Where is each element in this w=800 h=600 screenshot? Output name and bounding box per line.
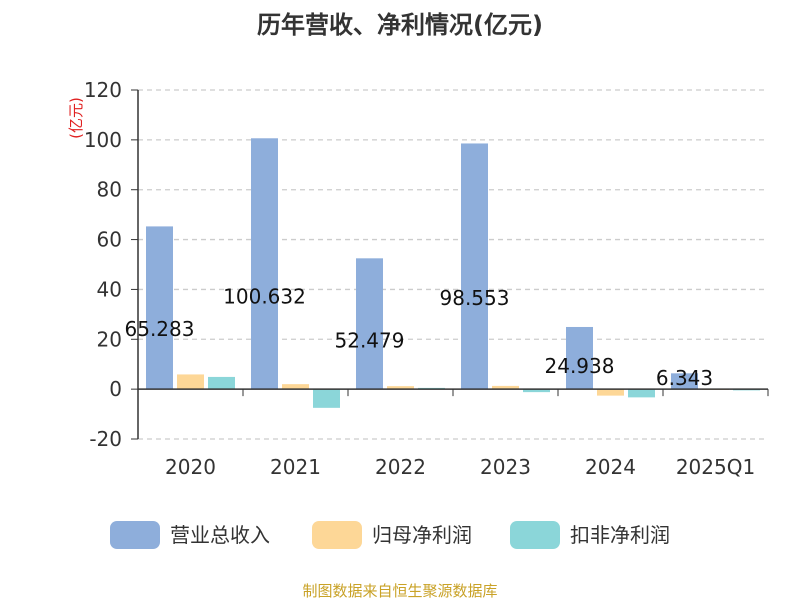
y-axis-unit: (亿元) — [67, 97, 85, 139]
bar-3-2024[interactable] — [628, 389, 655, 398]
data-label: 6.343 — [656, 366, 713, 390]
bar-1-2022[interactable] — [356, 258, 383, 390]
x-tick-label: 2024 — [585, 455, 636, 479]
y-tick-label: 120 — [84, 78, 122, 102]
chart-title: 历年营收、净利情况(亿元) — [257, 11, 543, 39]
bar-1-2020[interactable] — [146, 226, 173, 390]
bar-2-2023[interactable] — [492, 385, 519, 390]
y-tick-label: 60 — [97, 228, 122, 252]
x-tick-label: 2023 — [480, 455, 531, 479]
legend-swatch — [110, 521, 160, 549]
legend-label: 营业总收入 — [170, 523, 270, 547]
x-tick-label: 2025Q1 — [676, 455, 755, 479]
x-axis-ticks: 2020 2021 2022 2023 2024 2025Q1 — [137, 389, 769, 479]
legend[interactable]: 营业总收入 归母净利润 扣非净利润 — [110, 521, 670, 549]
y-tick-label: 40 — [97, 277, 122, 301]
y-tick-label: 100 — [84, 128, 122, 152]
bar-2-2022[interactable] — [387, 386, 414, 390]
data-label: 100.632 — [223, 284, 306, 308]
legend-label: 扣非净利润 — [570, 523, 670, 547]
bar-3-2021[interactable] — [313, 389, 340, 408]
data-label: 24.938 — [545, 354, 615, 378]
x-tick-label: 2021 — [270, 455, 321, 479]
x-tick-label: 2020 — [165, 455, 216, 479]
x-tick-label: 2022 — [375, 455, 426, 479]
legend-label: 归母净利润 — [372, 523, 472, 547]
bar-2-2021[interactable] — [282, 384, 309, 390]
data-label: 65.283 — [125, 317, 195, 341]
y-tick-label: 20 — [97, 327, 122, 351]
legend-item-1[interactable]: 营业总收入 — [110, 521, 270, 549]
bar-2-2020[interactable] — [177, 374, 204, 390]
source-note: 制图数据来自恒生聚源数据库 — [302, 582, 497, 600]
bars — [146, 138, 760, 408]
data-label: 98.553 — [440, 286, 510, 310]
legend-swatch — [312, 521, 362, 549]
legend-swatch — [510, 521, 560, 549]
y-tick-label: 0 — [109, 377, 122, 401]
grid-lines — [138, 89, 768, 440]
y-tick-label: 80 — [97, 178, 122, 202]
bar-3-2023[interactable] — [523, 389, 550, 393]
y-tick-label: -20 — [89, 427, 122, 451]
data-label: 52.479 — [335, 329, 405, 353]
data-labels: 65.283 100.632 52.479 98.553 24.938 6.343 — [125, 284, 714, 390]
bar-2-2024[interactable] — [597, 389, 624, 396]
bar-1-2021[interactable] — [251, 138, 278, 390]
bar-1-2024[interactable] — [566, 326, 593, 390]
legend-item-3[interactable]: 扣非净利润 — [510, 521, 670, 549]
bar-3-2020[interactable] — [208, 376, 235, 390]
legend-item-2[interactable]: 归母净利润 — [312, 521, 472, 549]
bar-1-2023[interactable] — [461, 143, 488, 390]
y-axis-ticks: -20 0 20 40 60 80 100 120 — [84, 78, 138, 451]
bar-1-2025Q1[interactable] — [671, 373, 698, 390]
